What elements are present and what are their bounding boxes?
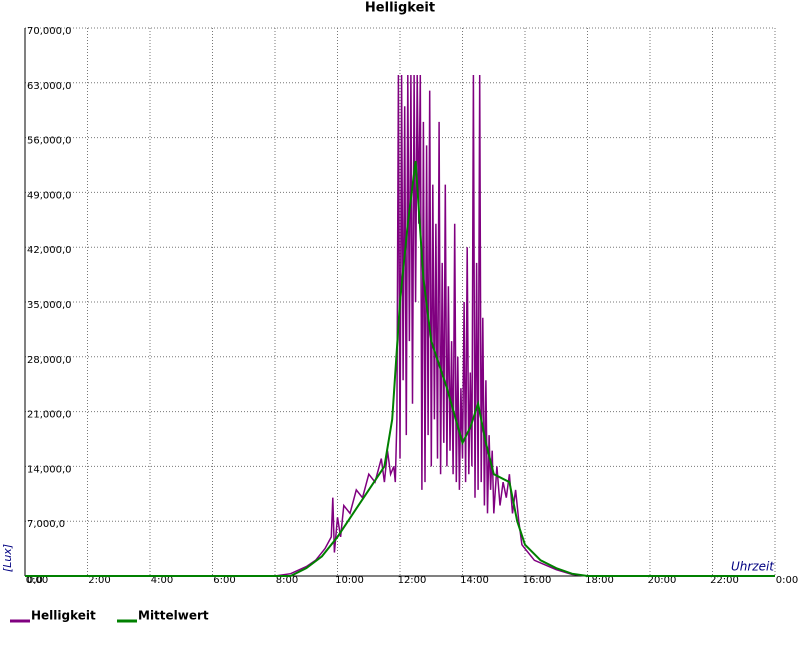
y-tick-label: 21,000,0 <box>27 410 72 421</box>
legend-label: Helligkeit <box>31 609 96 623</box>
x-tick-label: 22:00 <box>710 575 739 586</box>
y-tick-label: 35,000,0 <box>27 300 72 311</box>
y-tick-label: 63,000,0 <box>27 81 72 92</box>
x-tick-label: 0:00 <box>776 575 798 586</box>
x-tick-label: 8:00 <box>276 575 298 586</box>
y-axis-label: [Lux] <box>1 544 14 572</box>
series-line <box>25 160 775 577</box>
x-tick-label: 14:00 <box>460 575 489 586</box>
y-tick-label: 70,000,0 <box>27 26 72 37</box>
y-tick-label: 14,000,0 <box>27 464 72 475</box>
x-tick-label: 10:00 <box>335 575 364 586</box>
x-tick-label: 2:00 <box>88 575 110 586</box>
x-tick-label: 16:00 <box>523 575 552 586</box>
x-tick-label: 6:00 <box>213 575 235 586</box>
x-axis-label: Uhrzeit <box>731 560 775 574</box>
y-tick-label: 56,000,0 <box>27 136 72 147</box>
x-tick-label: 20:00 <box>648 575 677 586</box>
chart-title: Helligkeit <box>365 1 435 16</box>
y-tick-label: 7,000,0 <box>27 519 65 530</box>
x-tick-label: 18:00 <box>585 575 614 586</box>
y-tick-label: 28,000,0 <box>27 355 72 366</box>
x-tick-label: 0:00 <box>26 575 48 586</box>
y-tick-label: 0,0 <box>27 575 43 586</box>
y-tick-label: 42,000,0 <box>27 245 72 256</box>
y-tick-label: 49,000,0 <box>27 190 72 201</box>
legend-label: Mittelwert <box>138 609 209 623</box>
x-tick-label: 4:00 <box>151 575 173 586</box>
series-line <box>25 74 775 577</box>
x-tick-label: 12:00 <box>398 575 427 586</box>
